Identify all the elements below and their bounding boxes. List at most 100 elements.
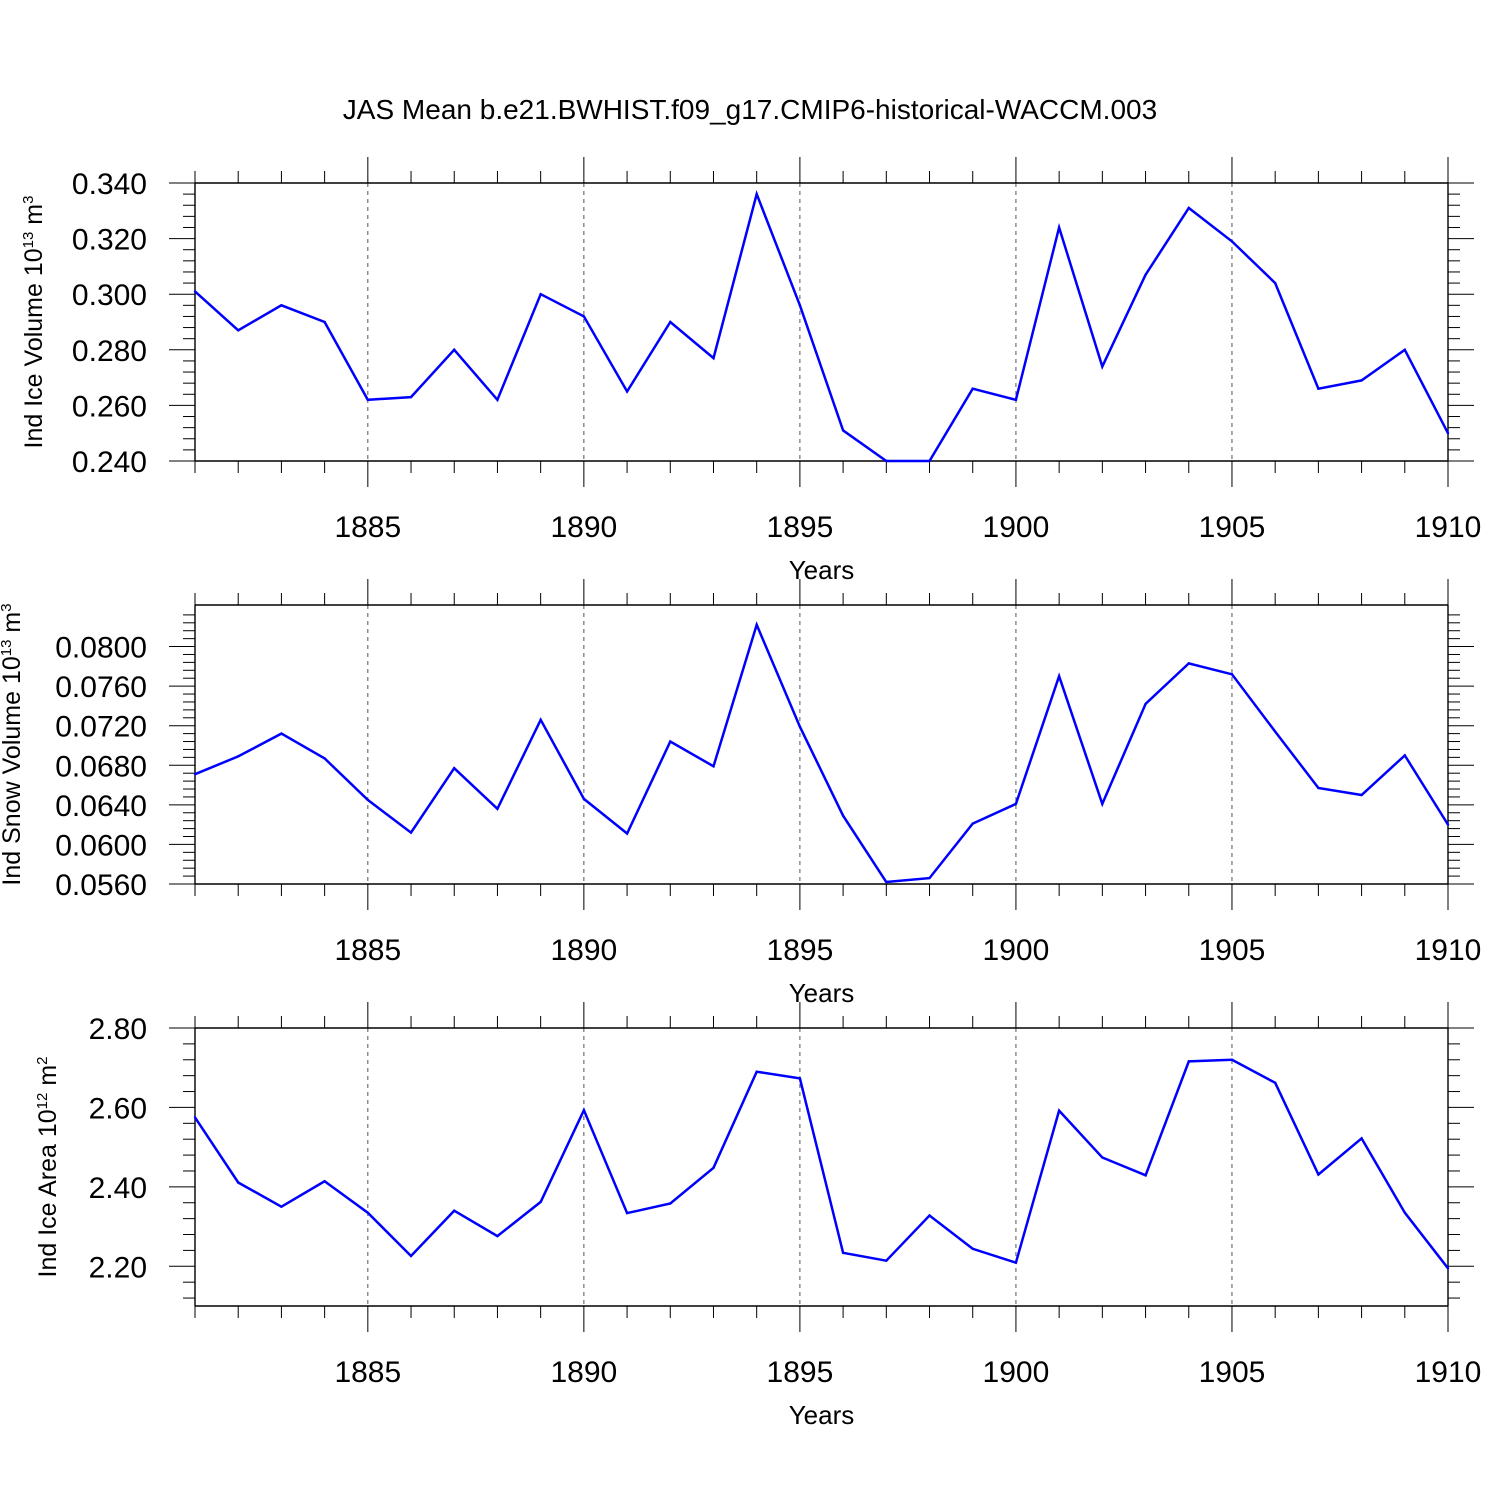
data-point bbox=[237, 755, 240, 758]
data-point bbox=[237, 329, 240, 332]
series-line-ice-volume bbox=[194, 190, 1450, 463]
y-tick-label: 0.340 bbox=[72, 168, 147, 201]
data-point bbox=[1446, 1267, 1450, 1270]
y-axis-label: Ind Ice Volume 1013 m3 bbox=[20, 196, 48, 449]
data-point bbox=[582, 797, 586, 801]
y-axis-label-part: m bbox=[0, 612, 26, 640]
y-tick-label: 0.260 bbox=[72, 390, 147, 423]
data-point bbox=[193, 290, 197, 293]
y-tick-label: 0.0760 bbox=[55, 671, 147, 704]
data-point bbox=[625, 1211, 629, 1215]
y-tick-label: 0.240 bbox=[72, 446, 147, 479]
y-tick-label: 0.0680 bbox=[55, 750, 147, 783]
chart-title: JAS Mean b.e21.BWHIST.f09_g17.CMIP6-hist… bbox=[343, 94, 1157, 125]
y-axis-label: Ind Ice Area 1012 m2 bbox=[34, 1057, 62, 1278]
y-axis-label-part: Ind Ice Volume 10 bbox=[20, 248, 48, 448]
data-point bbox=[625, 390, 629, 393]
data-point bbox=[928, 1214, 931, 1217]
data-point bbox=[712, 765, 715, 768]
data-point bbox=[1317, 1173, 1320, 1176]
data-point bbox=[1057, 1109, 1061, 1112]
y-axis-label: Ind Snow Volume 1013 m3 bbox=[0, 603, 26, 885]
x-tick-label: 1910 bbox=[1415, 511, 1482, 544]
data-point bbox=[1273, 1081, 1277, 1085]
data-point bbox=[1101, 802, 1104, 806]
data-point bbox=[1230, 240, 1234, 243]
data-point bbox=[539, 1200, 542, 1204]
data-point bbox=[1230, 1058, 1234, 1061]
data-point bbox=[280, 1205, 283, 1208]
data-point bbox=[1273, 730, 1277, 733]
y-axis-label-superscript: 13 bbox=[0, 640, 15, 657]
panels-layer: 1885 1890 1895 1900 1905 1910 Years 0.240 0.260 0… bbox=[0, 157, 1481, 1430]
x-axis-label: Years bbox=[789, 978, 855, 1008]
data-point bbox=[1014, 1261, 1018, 1264]
data-point bbox=[1317, 387, 1320, 390]
x-tick-label: 1890 bbox=[550, 934, 617, 967]
data-point bbox=[453, 767, 456, 770]
data-point bbox=[193, 1116, 197, 1119]
data-point bbox=[280, 304, 283, 307]
y-tick-label: 2.40 bbox=[89, 1172, 147, 1205]
x-tick-label: 1900 bbox=[983, 511, 1050, 544]
data-point bbox=[798, 304, 802, 307]
data-point bbox=[453, 348, 456, 351]
y-tick-label: 0.320 bbox=[72, 224, 147, 257]
data-point bbox=[323, 1180, 326, 1183]
y-axis-label-superscript: 3 bbox=[20, 196, 37, 204]
series-line-snow-volume bbox=[194, 621, 1450, 884]
data-point bbox=[409, 1254, 413, 1258]
x-tick-label: 1900 bbox=[983, 1356, 1050, 1389]
x-tick-label: 1890 bbox=[550, 1356, 617, 1389]
data-point bbox=[1144, 273, 1147, 276]
panel-ice-volume: 1885 1890 1895 1900 1905 1910 Years 0.240 0.260 0… bbox=[20, 157, 1481, 585]
data-point bbox=[323, 757, 326, 760]
data-point bbox=[1317, 786, 1320, 790]
data-point bbox=[885, 880, 888, 884]
data-point bbox=[582, 315, 586, 318]
y-tick-label: 0.0560 bbox=[55, 869, 147, 902]
x-tick-label: 1885 bbox=[334, 1356, 401, 1389]
y-tick-label: 2.60 bbox=[89, 1092, 147, 1125]
data-point bbox=[453, 1209, 456, 1212]
data-point bbox=[841, 1251, 845, 1254]
data-point bbox=[496, 807, 499, 811]
y-tick-label: 0.0640 bbox=[55, 790, 147, 823]
x-tick-label: 1900 bbox=[983, 934, 1050, 967]
data-point bbox=[928, 459, 931, 463]
data-point bbox=[1446, 823, 1450, 826]
panel-snow-volume: 1885 1890 1895 1900 1905 1910 Years 0.0560 0.060… bbox=[0, 579, 1481, 1008]
data-point bbox=[928, 876, 931, 880]
x-axis-label: Years bbox=[789, 1400, 855, 1430]
data-point bbox=[1057, 226, 1061, 229]
data-point bbox=[496, 1234, 499, 1238]
data-point bbox=[971, 822, 974, 825]
data-point bbox=[755, 192, 758, 196]
data-point bbox=[1101, 1156, 1104, 1159]
x-axis-label: Years bbox=[789, 555, 855, 585]
data-point bbox=[885, 1259, 888, 1262]
data-point bbox=[1446, 432, 1450, 435]
data-point bbox=[841, 429, 845, 432]
x-tick-label: 1895 bbox=[767, 511, 834, 544]
x-tick-label: 1910 bbox=[1415, 934, 1482, 967]
y-tick-label: 0.0800 bbox=[55, 632, 147, 665]
x-tick-label: 1905 bbox=[1199, 511, 1266, 544]
data-point bbox=[409, 395, 413, 399]
data-point bbox=[1014, 802, 1018, 806]
data-point bbox=[712, 1166, 715, 1169]
y-tick-label: 0.0600 bbox=[55, 829, 147, 862]
data-point bbox=[1360, 793, 1363, 797]
data-point bbox=[1014, 398, 1018, 402]
y-axis-label-part: m bbox=[20, 204, 48, 232]
data-point bbox=[237, 1181, 240, 1184]
data-point bbox=[1403, 348, 1406, 351]
data-point bbox=[669, 1202, 672, 1205]
x-tick-label: 1885 bbox=[334, 934, 401, 967]
y-tick-label: 0.280 bbox=[72, 335, 147, 368]
data-point bbox=[582, 1109, 586, 1112]
data-point bbox=[1187, 206, 1190, 210]
y-axis-label-superscript: 12 bbox=[34, 1093, 51, 1110]
data-point bbox=[1230, 673, 1234, 676]
